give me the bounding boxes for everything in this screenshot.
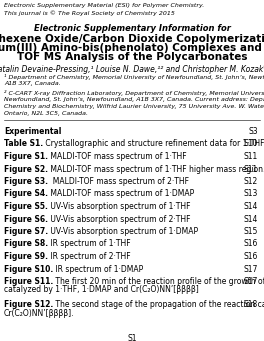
Text: MALDI-TOF mass spectrum of 1·THF: MALDI-TOF mass spectrum of 1·THF	[48, 152, 187, 161]
Text: Figure S8.: Figure S8.	[4, 239, 48, 249]
Text: Katalin Devaine-Pressing,¹ Louise N. Dawe,¹² and Christopher M. Kozak*¹: Katalin Devaine-Pressing,¹ Louise N. Daw…	[0, 65, 264, 74]
Text: Figure S10.: Figure S10.	[4, 265, 53, 273]
Text: ¹ Department of Chemistry, Memorial University of Newfoundland, St. John’s, Newf: ¹ Department of Chemistry, Memorial Univ…	[4, 74, 264, 80]
Text: MALDI-TOF mass spectrum of 1·DMAP: MALDI-TOF mass spectrum of 1·DMAP	[48, 190, 194, 198]
Text: Figure S6.: Figure S6.	[4, 214, 48, 223]
Text: S14: S14	[244, 202, 258, 211]
Text: S10: S10	[244, 139, 258, 148]
Text: Cr(C₂O)NN’[ββββ].: Cr(C₂O)NN’[ββββ].	[4, 309, 74, 317]
Text: TOF MS Analysis of the Polycarbonates: TOF MS Analysis of the Polycarbonates	[17, 52, 247, 62]
Text: Electronic Supplementary Information for: Electronic Supplementary Information for	[34, 24, 230, 33]
Text: S1: S1	[127, 334, 137, 341]
Text: Experimental: Experimental	[4, 127, 61, 136]
Text: S12: S12	[244, 177, 258, 186]
Text: Figure S5.: Figure S5.	[4, 202, 48, 211]
Text: Chromium(III) Amino-bis(phenolato) Complexes and MALDI-: Chromium(III) Amino-bis(phenolato) Compl…	[0, 43, 264, 53]
Text: The second stage of the propagation of the reaction catalyzed by: The second stage of the propagation of t…	[53, 300, 264, 309]
Text: Crystallographic and structure refinement data for 1·THF, 1·DMAP and 2·THF: Crystallographic and structure refinemen…	[43, 139, 264, 148]
Text: IR spectrum of 1·DMAP: IR spectrum of 1·DMAP	[53, 265, 144, 273]
Text: Figure S4.: Figure S4.	[4, 190, 48, 198]
Text: Figure S1.: Figure S1.	[4, 152, 48, 161]
Text: The first 20 min of the reaction profile of the growth of the polycarbonate ν(C=: The first 20 min of the reaction profile…	[53, 277, 264, 286]
Text: UV-Vis absorption spectrum of 1·THF: UV-Vis absorption spectrum of 1·THF	[48, 202, 190, 211]
Text: Newfoundland, St. John’s, Newfoundland, A1B 3X7, Canada. Current address: Depart: Newfoundland, St. John’s, Newfoundland, …	[4, 97, 264, 102]
Text: S14: S14	[244, 214, 258, 223]
Text: S15: S15	[244, 227, 258, 236]
Text: S16: S16	[244, 252, 258, 261]
Text: Cyclohexene Oxide/Carbon Dioxide Copolymerization by: Cyclohexene Oxide/Carbon Dioxide Copolym…	[0, 34, 264, 44]
Text: MALDI-TOF mass spectrum of 2·THF: MALDI-TOF mass spectrum of 2·THF	[48, 177, 189, 186]
Text: Figure S3.: Figure S3.	[4, 177, 48, 186]
Text: Figure S2.: Figure S2.	[4, 164, 48, 174]
Text: catalyzed by 1·THF, 1·DMAP and Cr(C₂O)NN’[ββββ]: catalyzed by 1·THF, 1·DMAP and Cr(C₂O)NN…	[4, 285, 199, 295]
Text: Ontario, N2L 3C5, Canada.: Ontario, N2L 3C5, Canada.	[4, 111, 88, 116]
Text: Chemistry and Biochemistry, Wilfrid Laurier University, 75 University Ave. W. Wa: Chemistry and Biochemistry, Wilfrid Laur…	[4, 104, 264, 109]
Text: Figure S11.: Figure S11.	[4, 277, 53, 286]
Text: S16: S16	[244, 239, 258, 249]
Text: IR spectrum of 2·THF: IR spectrum of 2·THF	[48, 252, 131, 261]
Text: UV-Vis absorption spectrum of 2·THF: UV-Vis absorption spectrum of 2·THF	[48, 214, 191, 223]
Text: ² C-CART X-ray Diffraction Laboratory, Department of Chemistry, Memorial Univers: ² C-CART X-ray Diffraction Laboratory, D…	[4, 90, 264, 96]
Text: Electronic Supplementary Material (ESI) for Polymer Chemistry.: Electronic Supplementary Material (ESI) …	[4, 3, 204, 8]
Text: Figure S9.: Figure S9.	[4, 252, 48, 261]
Text: IR spectrum of 1·THF: IR spectrum of 1·THF	[48, 239, 131, 249]
Text: Figure S7.: Figure S7.	[4, 227, 48, 236]
Text: S11: S11	[244, 152, 258, 161]
Text: MALDI-TOF mass spectrum of 1·THF higher mass region.: MALDI-TOF mass spectrum of 1·THF higher …	[48, 164, 264, 174]
Text: S13: S13	[244, 190, 258, 198]
Text: S11: S11	[244, 164, 258, 174]
Text: S17: S17	[244, 277, 258, 286]
Text: S3: S3	[248, 127, 258, 136]
Text: A1B 3X7, Canada.: A1B 3X7, Canada.	[4, 81, 61, 86]
Text: This journal is © The Royal Society of Chemistry 2015: This journal is © The Royal Society of C…	[4, 10, 175, 16]
Text: Figure S12.: Figure S12.	[4, 300, 53, 309]
Text: UV-Vis absorption spectrum of 1·DMAP: UV-Vis absorption spectrum of 1·DMAP	[48, 227, 198, 236]
Text: S18: S18	[244, 300, 258, 309]
Text: S17: S17	[244, 265, 258, 273]
Text: Table S1.: Table S1.	[4, 139, 43, 148]
